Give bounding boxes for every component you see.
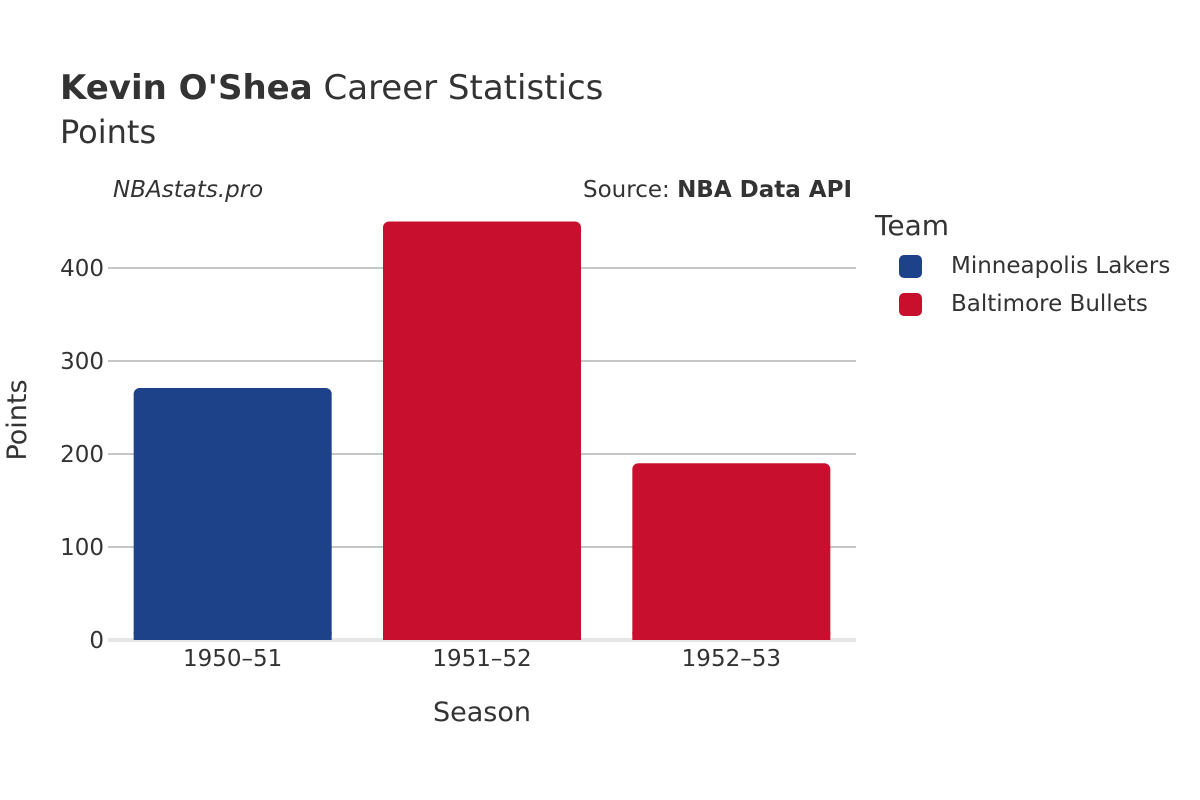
bar-base bbox=[133, 632, 332, 640]
x-tick-label: 1952–53 bbox=[682, 646, 781, 672]
legend-swatch-minneapolis-lakers bbox=[899, 254, 922, 278]
y-tick-label: 0 bbox=[89, 628, 104, 654]
legend: Team Minneapolis Lakers Baltimore Bullet… bbox=[875, 208, 1170, 317]
legend-swatch-baltimore-bullets bbox=[899, 292, 922, 316]
source-label: Source: bbox=[583, 177, 670, 203]
x-tick-label: 1950–51 bbox=[183, 646, 282, 672]
bars bbox=[133, 221, 831, 641]
legend-item-minneapolis-lakers[interactable]: Minneapolis Lakers bbox=[899, 251, 1170, 281]
bar-base bbox=[632, 632, 831, 640]
bar-1951–52[interactable] bbox=[383, 221, 581, 641]
x-tick-labels: 1950–51 1951–52 1952–53 bbox=[183, 646, 781, 672]
title-rest: Career Statistics bbox=[323, 68, 604, 108]
x-tick-label: 1951–52 bbox=[432, 646, 531, 672]
bar-base bbox=[383, 632, 581, 640]
source-credit: Source: NBA Data API bbox=[583, 177, 852, 203]
y-tick-label: 200 bbox=[60, 442, 104, 468]
y-tick-label: 400 bbox=[60, 256, 104, 282]
y-axis-title: Points bbox=[2, 379, 33, 460]
title-player-name: Kevin O'Shea bbox=[60, 68, 313, 108]
y-tick-label: 100 bbox=[60, 535, 104, 561]
legend-label: Minneapolis Lakers bbox=[951, 253, 1171, 279]
y-tick-labels: 0 100 200 300 400 bbox=[60, 256, 104, 654]
bar-1952–53[interactable] bbox=[632, 463, 831, 640]
chart-subtitle: Points bbox=[60, 113, 157, 151]
bar-1950–51[interactable] bbox=[133, 387, 332, 640]
legend-title: Team bbox=[875, 209, 950, 242]
watermark: NBAstats.pro bbox=[113, 177, 264, 203]
legend-label: Baltimore Bullets bbox=[951, 291, 1148, 317]
x-axis-title: Season bbox=[433, 697, 531, 728]
y-tick-label: 300 bbox=[60, 349, 104, 375]
source-name: NBA Data API bbox=[677, 177, 852, 203]
chart-title: Kevin O'Shea Career Statistics bbox=[60, 68, 603, 108]
legend-item-baltimore-bullets[interactable]: Baltimore Bullets bbox=[899, 289, 1148, 319]
